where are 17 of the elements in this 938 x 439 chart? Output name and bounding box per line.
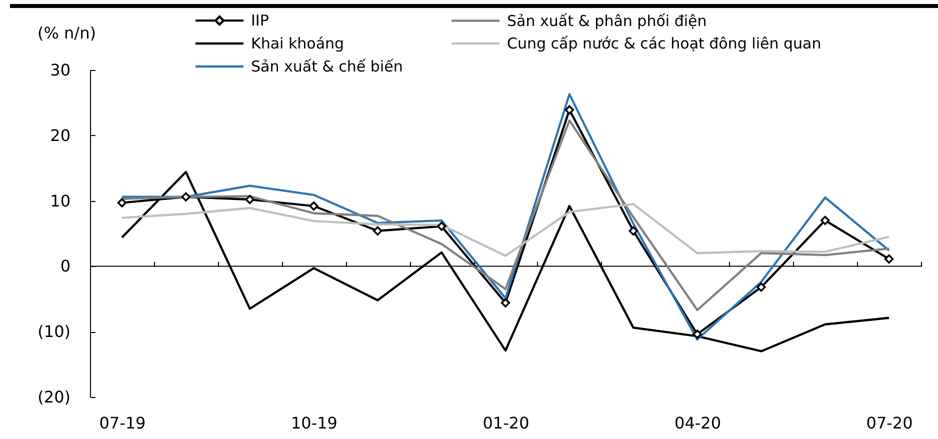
legend-label: Sản xuất & chế biến (251, 58, 403, 76)
y-tick-label: 30 (50, 60, 70, 80)
x-tick-label: 07-20 (866, 414, 913, 432)
legend-label: Sản xuất & phân phối điện (507, 12, 707, 30)
y-tick-label: 0 (60, 256, 70, 276)
legend-label: Khai khoáng (251, 34, 344, 52)
y-tick-label: (20) (38, 388, 70, 406)
legend-label: IIP (251, 12, 269, 30)
x-tick-label: 07-19 (99, 414, 146, 432)
y-tick-label: (10) (38, 322, 70, 342)
y-axis-title: (% n/n) (38, 24, 96, 42)
y-tick-label: 20 (50, 126, 70, 145)
y-tick-label: 10 (50, 191, 70, 210)
legend-label: Cung cấp nước & các hoạt đông liên quan (507, 34, 822, 52)
x-tick-label: 01-20 (482, 414, 530, 432)
x-tick-label: 10-19 (290, 414, 338, 432)
x-tick-label: 04-20 (674, 414, 722, 432)
